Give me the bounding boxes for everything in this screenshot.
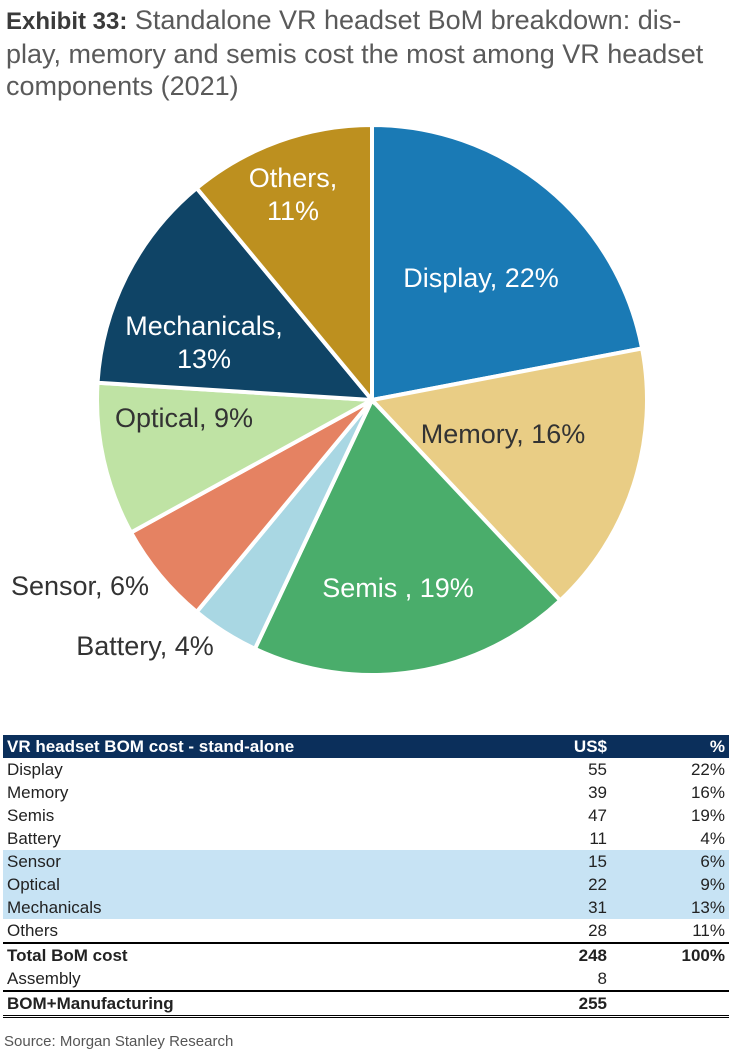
exhibit-title: Exhibit 33: Standalone VR headset BoM br… xyxy=(6,4,726,102)
cell-item: Assembly xyxy=(3,967,483,992)
cell-item: Others xyxy=(7,921,59,940)
pie-slice-mechanicals xyxy=(95,185,377,403)
pie-slice-others xyxy=(193,122,374,406)
cell-pct: 11% xyxy=(692,921,725,940)
pie-label-others: Others, 11% xyxy=(249,163,338,226)
cell-item: Sensor xyxy=(3,850,483,873)
pie-label-battery: Battery, 4% xyxy=(76,631,214,661)
bom-table: VR headset BOM cost - stand-alone US$ % … xyxy=(3,735,729,1018)
table-row: Display 55 22% xyxy=(3,758,729,781)
pie-label-sensor: Sensor, 6% xyxy=(11,571,149,601)
cell-item: Memory xyxy=(7,783,69,802)
cell-pct: 100% xyxy=(611,942,729,967)
pie-slice-display xyxy=(370,122,645,403)
pie-label-semis: Semis , 19% xyxy=(322,573,474,603)
table-assembly-row: Assembly 8 xyxy=(3,967,729,992)
pie-label-display: Display, 22% xyxy=(403,263,559,293)
cell-pct: 9% xyxy=(611,873,729,896)
exhibit-label: Exhibit 33: xyxy=(6,8,128,35)
cell-usd: 15 xyxy=(483,850,611,873)
table-header-row: VR headset BOM cost - stand-alone US$ % xyxy=(3,735,729,758)
cell-item: Battery xyxy=(7,829,61,848)
cell-usd: 28 xyxy=(588,921,607,940)
cell-pct: 13% xyxy=(611,896,729,919)
table-row: Sensor 15 6% xyxy=(3,850,729,873)
cell-usd: 8 xyxy=(483,967,611,992)
pie-label-mechanicals: Mechanicals, 13% xyxy=(125,311,283,374)
header-pct: % xyxy=(611,735,729,758)
table-final-row: BOM+Manufacturing 255 xyxy=(3,990,729,1018)
cell-usd: 31 xyxy=(483,896,611,919)
cell-pct xyxy=(611,990,729,1018)
header-item: VR headset BOM cost - stand-alone xyxy=(3,735,483,758)
cell-pct: 22% xyxy=(690,760,725,779)
cell-item: Display xyxy=(7,760,63,779)
cell-usd: 248 xyxy=(483,942,611,967)
pie-slice-semis xyxy=(252,396,564,677)
cell-item: Optical xyxy=(3,873,483,896)
cell-pct xyxy=(611,967,729,992)
pie-label-optical: Optical, 9% xyxy=(115,403,253,433)
table-total-row: Total BoM cost 248 100% xyxy=(3,942,729,967)
pie-slice-optical xyxy=(95,380,379,536)
table-row: Mechanicals 31 13% xyxy=(3,896,729,919)
cell-item: Mechanicals xyxy=(3,896,483,919)
table-row: Optical 22 9% xyxy=(3,873,729,896)
table-row: Others 28 11% xyxy=(3,919,729,943)
pie-chart: Display, 22% Memory, 16% Semis , 19% Batter… xyxy=(11,122,649,677)
pie-slice-memory xyxy=(368,346,649,604)
table-row: Semis 47 19% xyxy=(3,804,729,827)
exhibit-title-text: Standalone VR headset BoM breakdown: dis… xyxy=(6,5,704,101)
cell-pct: 4% xyxy=(700,829,725,848)
table-row: Battery 11 4% xyxy=(3,827,729,850)
cell-usd: 47 xyxy=(588,806,607,825)
pie-label-memory: Memory, 16% xyxy=(421,419,586,449)
cell-item: Semis xyxy=(7,806,55,825)
header-usd: US$ xyxy=(483,735,611,758)
cell-usd: 22 xyxy=(483,873,611,896)
cell-pct: 19% xyxy=(690,806,725,825)
cell-item: BOM+Manufacturing xyxy=(3,990,483,1018)
cell-item: Total BoM cost xyxy=(3,942,483,967)
table-row: Memory 39 16% xyxy=(3,781,729,804)
source-note: Source: Morgan Stanley Research xyxy=(4,1033,234,1050)
cell-usd: 11 xyxy=(589,829,607,848)
cell-pct: 16% xyxy=(690,783,725,802)
cell-usd: 55 xyxy=(588,760,607,779)
cell-pct: 6% xyxy=(611,850,729,873)
cell-usd: 255 xyxy=(483,990,611,1018)
cell-usd: 39 xyxy=(588,783,607,802)
